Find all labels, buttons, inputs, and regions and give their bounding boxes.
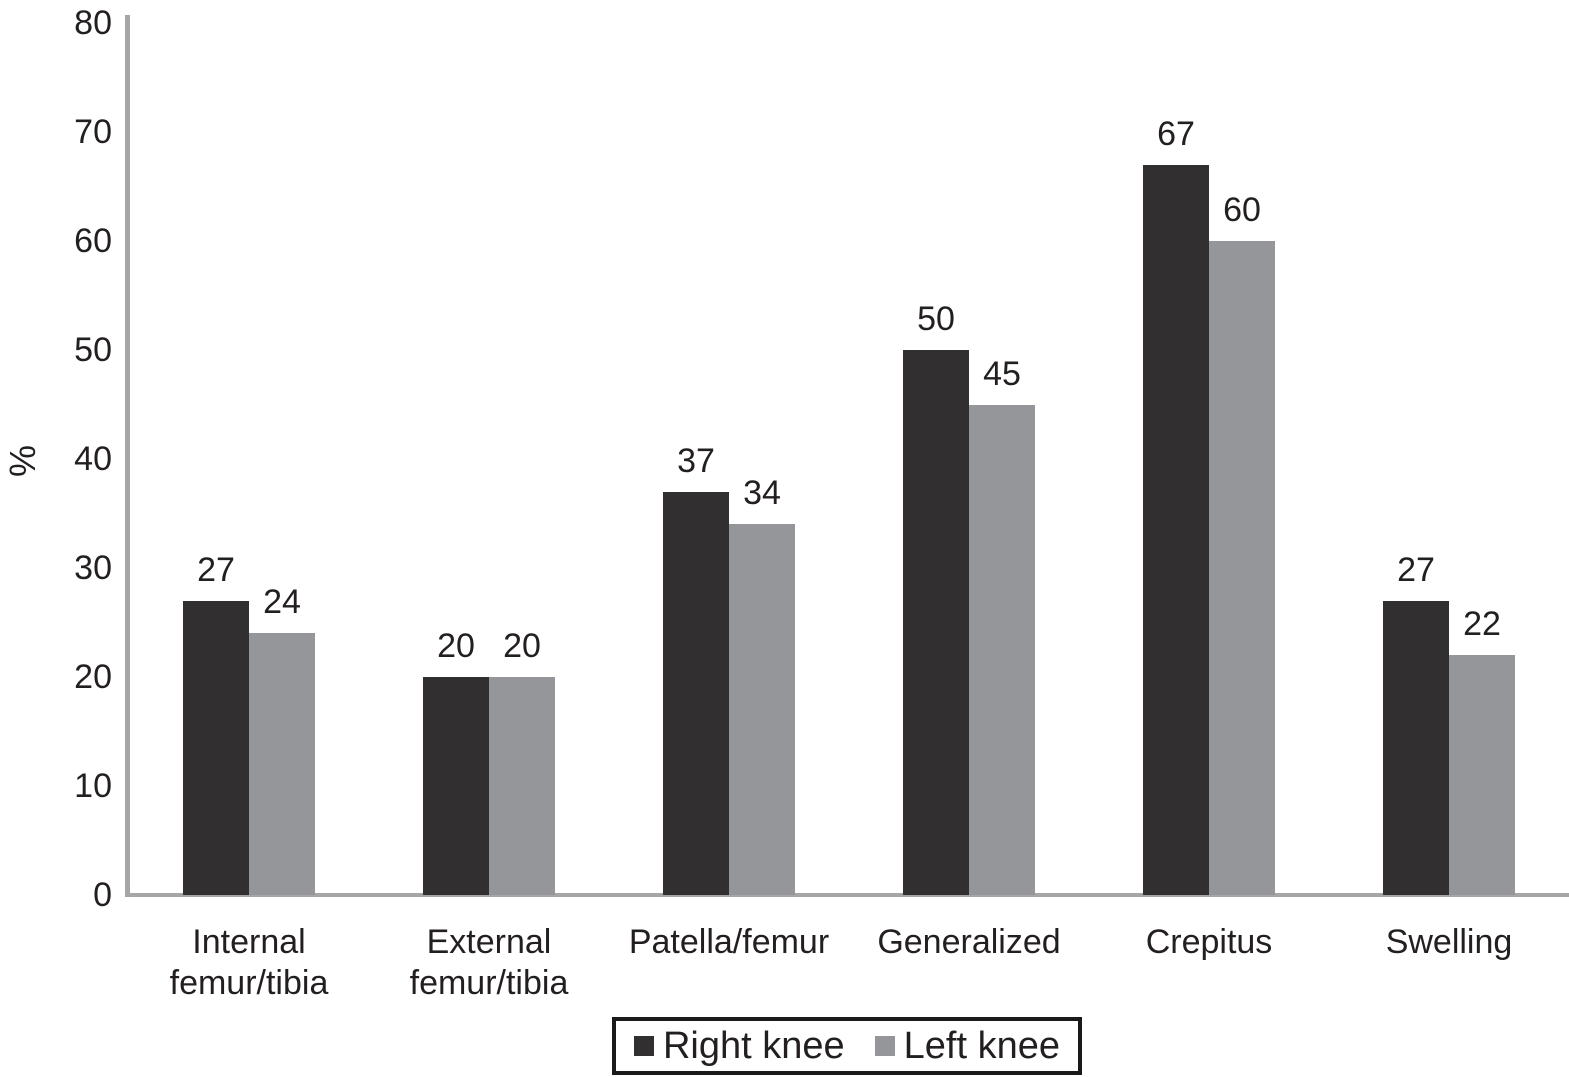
bar-left-knee-group-4 xyxy=(1209,241,1275,895)
y-tick-label: 20 xyxy=(74,658,112,696)
legend-label-right-knee: Right knee xyxy=(662,1024,845,1067)
bar-left-knee-group-0 xyxy=(249,633,315,895)
bar-value-label: 45 xyxy=(983,354,1021,393)
bar-value-label: 60 xyxy=(1223,191,1261,229)
bar-left-knee-group-3 xyxy=(969,404,1035,895)
legend-item-left-knee: Left knee xyxy=(874,1024,1060,1068)
y-tick-label: 30 xyxy=(74,549,112,587)
bar-right-knee-group-1 xyxy=(423,677,489,895)
category-label: Crepitus xyxy=(1145,923,1273,961)
bar-value-label: 27 xyxy=(197,550,235,589)
bar-value-label: 20 xyxy=(503,627,541,665)
bar-value-label: 50 xyxy=(917,300,955,338)
y-tick-label: 80 xyxy=(74,4,112,42)
legend-label-left-knee: Left knee xyxy=(903,1024,1060,1067)
legend-item-right-knee: Right knee xyxy=(633,1024,845,1068)
legend-swatch-right-knee xyxy=(633,1036,654,1056)
y-tick-label: 70 xyxy=(74,113,112,151)
bar-value-label: 22 xyxy=(1463,605,1501,644)
y-tick-label: 40 xyxy=(74,440,112,478)
category-label: Patella/femur xyxy=(628,923,830,961)
x-axis-line xyxy=(125,893,1569,897)
legend-swatch-left-knee xyxy=(874,1036,895,1056)
y-tick-label: 0 xyxy=(93,876,112,914)
category-label: Generalized xyxy=(877,923,1061,961)
bar-right-knee-group-2 xyxy=(663,491,729,895)
y-tick-label: 50 xyxy=(74,331,112,369)
bar-value-label: 20 xyxy=(437,627,475,665)
bar-left-knee-group-5 xyxy=(1449,655,1515,895)
bar-value-label: 67 xyxy=(1157,114,1195,153)
category-label: Swelling xyxy=(1385,923,1513,961)
bar-right-knee-group-4 xyxy=(1143,164,1209,895)
bar-right-knee-group-5 xyxy=(1383,600,1449,895)
bar-left-knee-group-2 xyxy=(729,524,795,895)
category-label: Internal femur/tibia xyxy=(169,923,329,1002)
bar-value-label: 34 xyxy=(743,474,781,513)
y-axis-line xyxy=(125,15,130,897)
bar-value-label: 37 xyxy=(677,441,715,480)
bar-right-knee-group-0 xyxy=(183,600,249,895)
y-tick-label: 10 xyxy=(74,767,112,805)
y-tick-label: 60 xyxy=(74,222,112,260)
bar-right-knee-group-3 xyxy=(903,350,969,895)
legend: Right knee Left knee xyxy=(612,1017,1082,1075)
bar-left-knee-group-1 xyxy=(489,677,555,895)
bar-value-label: 27 xyxy=(1397,550,1435,589)
bar-value-label: 24 xyxy=(263,583,301,622)
category-label: External femur/tibia xyxy=(409,923,569,1002)
